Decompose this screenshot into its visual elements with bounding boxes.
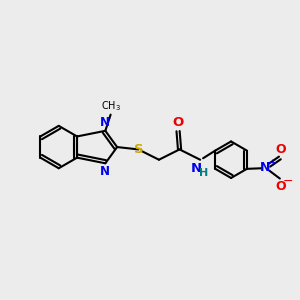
Text: N: N	[191, 162, 202, 175]
Text: S: S	[134, 143, 143, 156]
Text: N: N	[100, 165, 110, 178]
Text: H: H	[199, 168, 208, 178]
Text: O: O	[275, 180, 286, 193]
Text: O: O	[172, 116, 184, 129]
Text: O: O	[275, 143, 286, 156]
Text: CH$_3$: CH$_3$	[100, 99, 121, 112]
Text: N: N	[100, 116, 110, 129]
Text: N: N	[260, 161, 270, 174]
Text: +: +	[268, 158, 276, 168]
Text: −: −	[283, 175, 293, 188]
